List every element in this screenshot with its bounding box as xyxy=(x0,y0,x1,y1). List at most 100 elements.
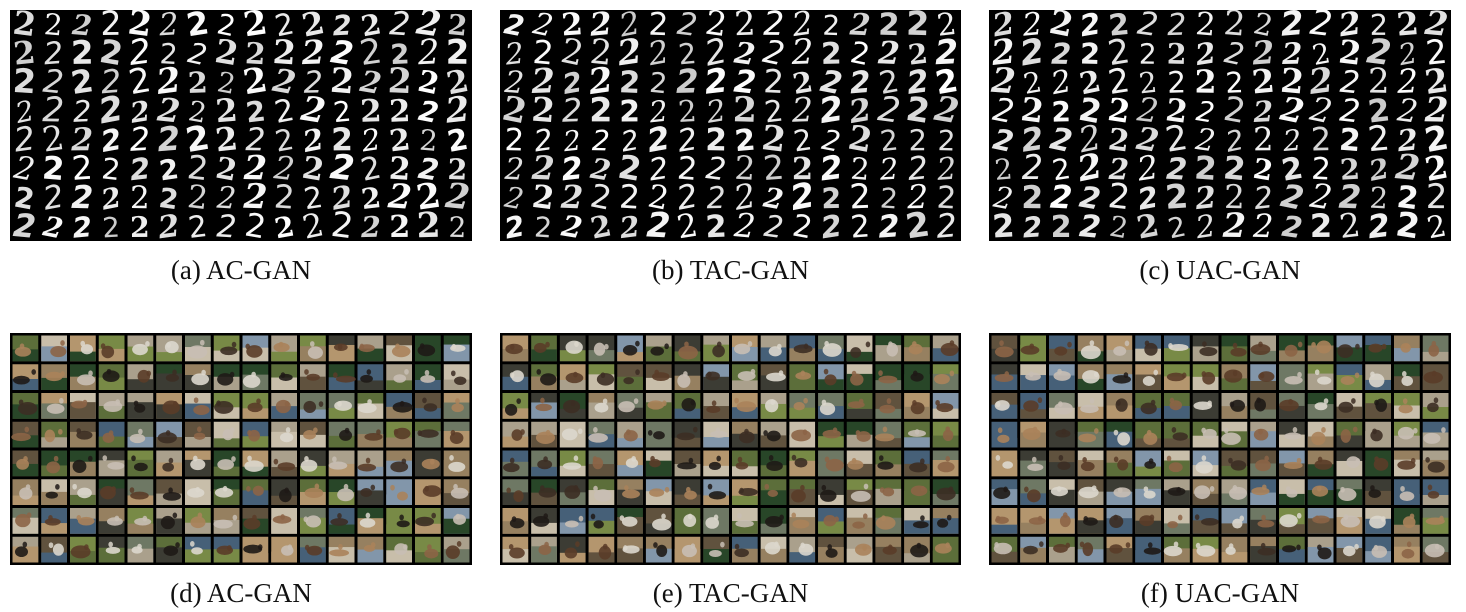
image-sample xyxy=(1135,536,1161,563)
image-sample xyxy=(1106,393,1133,419)
image-sample xyxy=(328,393,355,419)
digit-sample: 2 xyxy=(448,211,467,241)
image-sample xyxy=(1279,364,1305,390)
digit-sample: 2 xyxy=(1338,123,1362,160)
image-sample xyxy=(70,536,96,563)
image-sample xyxy=(932,364,959,390)
digit-sample: 2 xyxy=(502,36,525,72)
digit-sample: 2 xyxy=(561,91,583,130)
image-sample xyxy=(531,450,557,477)
image-sample xyxy=(1020,450,1046,477)
image-sample xyxy=(559,364,586,390)
image-sample xyxy=(674,508,701,534)
digit-sample: 2 xyxy=(849,177,872,217)
image-sample xyxy=(760,364,787,390)
digit-sample: 2 xyxy=(936,181,957,217)
image-sample xyxy=(70,421,96,448)
image-sample xyxy=(443,479,470,505)
digit-sample: 2 xyxy=(618,65,641,101)
image-sample xyxy=(98,479,125,505)
digit-sample: 2 xyxy=(1022,210,1044,241)
image-sample xyxy=(271,364,297,390)
digit-sample: 2 xyxy=(760,118,788,161)
digit-sample: 2 xyxy=(991,206,1015,241)
image-sample xyxy=(11,421,39,448)
image-sample xyxy=(531,335,557,362)
image-sample xyxy=(991,536,1018,563)
image-sample xyxy=(645,335,672,362)
image-sample xyxy=(559,536,586,563)
digit-sample: 2 xyxy=(1310,152,1331,188)
image-sample xyxy=(1106,536,1133,563)
digit-sample: 2 xyxy=(1310,120,1332,159)
digit-sample: 2 xyxy=(1107,152,1129,187)
image-sample xyxy=(156,335,182,362)
digit-sample: 2 xyxy=(1279,61,1306,102)
image-sample xyxy=(357,393,384,419)
digit-sample: 2 xyxy=(731,34,757,72)
image-sample xyxy=(1135,421,1161,448)
image-sample xyxy=(904,393,930,419)
digit-sample: 2 xyxy=(443,176,472,218)
image-sample xyxy=(617,479,643,505)
digit-sample: 2 xyxy=(1019,90,1046,131)
image-sample xyxy=(588,421,615,448)
digit-sample: 2 xyxy=(1368,61,1390,101)
digit-sample: 2 xyxy=(1133,121,1161,160)
image-sample xyxy=(1020,335,1046,362)
image-sample xyxy=(357,335,384,362)
image-sample xyxy=(531,479,557,505)
digit-sample: 2 xyxy=(244,94,267,129)
digit-sample: 2 xyxy=(675,62,699,101)
image-sample xyxy=(1164,421,1190,448)
image-sample xyxy=(674,393,701,419)
digit-sample: 2 xyxy=(43,10,64,43)
digit-sample: 2 xyxy=(1393,204,1422,241)
digit-sample: 2 xyxy=(1021,65,1044,101)
image-sample xyxy=(1422,393,1449,419)
image-sample xyxy=(732,335,758,362)
digit-sample: 2 xyxy=(732,90,757,131)
image-sample xyxy=(617,450,643,477)
digit-sample: 2 xyxy=(504,123,525,159)
digit-sample: 2 xyxy=(1078,208,1103,241)
image-sample xyxy=(617,364,643,390)
digit-sample: 2 xyxy=(245,122,266,158)
image-sample xyxy=(70,479,96,505)
digit-sample: 2 xyxy=(734,149,757,188)
digit-sample: 2 xyxy=(155,90,182,130)
image-sample xyxy=(1049,508,1075,534)
image-sample xyxy=(502,364,529,390)
image-sample xyxy=(703,479,729,505)
image-sample xyxy=(443,364,470,390)
image-sample xyxy=(932,536,959,563)
image-sample xyxy=(645,393,672,419)
image-sample xyxy=(991,393,1018,419)
image-sample xyxy=(1365,393,1391,419)
digit-sample: 2 xyxy=(1049,178,1073,217)
digit-sample: 2 xyxy=(242,177,268,218)
digit-sample: 2 xyxy=(215,180,237,216)
image-sample xyxy=(415,393,441,419)
digit-sample: 2 xyxy=(186,178,210,217)
image-sample xyxy=(1307,393,1334,419)
image-sample xyxy=(1164,479,1190,505)
digit-sample: 2 xyxy=(328,147,356,189)
digit-sample: 2 xyxy=(159,37,179,71)
digit-sample: 2 xyxy=(1393,147,1422,189)
image-sample xyxy=(1049,479,1075,505)
image-sample xyxy=(588,364,615,390)
digit-sample: 2 xyxy=(72,94,92,129)
image-sample xyxy=(1164,335,1190,362)
image-sample xyxy=(588,450,615,477)
image-sample xyxy=(789,508,816,534)
image-sample xyxy=(1394,393,1420,419)
image-sample xyxy=(617,393,643,419)
digit-sample: 2 xyxy=(905,63,931,101)
image-sample xyxy=(703,393,729,419)
digit-sample: 2 xyxy=(821,182,841,215)
image-sample xyxy=(1020,508,1046,534)
digit-sample: 2 xyxy=(388,10,411,43)
image-sample xyxy=(875,335,902,362)
digit-sample: 2 xyxy=(40,209,66,241)
